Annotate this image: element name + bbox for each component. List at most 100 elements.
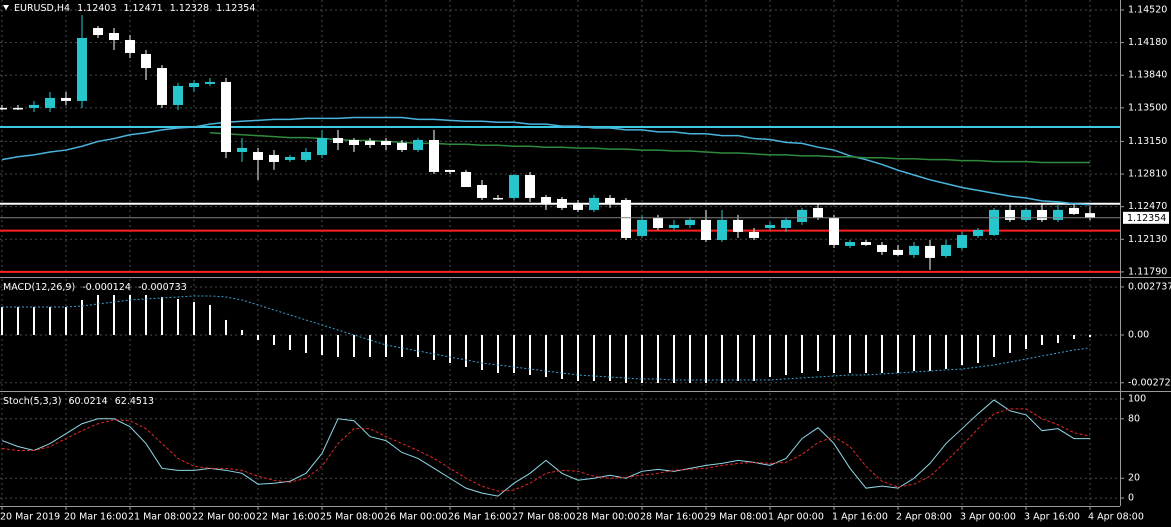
y-tick-label: 1.14180: [1128, 37, 1167, 48]
candle-body: [493, 197, 503, 200]
macd-bar: [577, 334, 579, 381]
candle-body: [781, 219, 791, 228]
candle-body: [269, 154, 279, 162]
x-tick-label: 28 Mar 00:00: [576, 512, 639, 523]
macd-title: MACD(12,26,9): [3, 282, 75, 293]
candle-body: [941, 244, 951, 257]
candle-body: [301, 151, 311, 160]
y-tick-label: 0.002737: [1128, 281, 1171, 292]
bid-label-box: [1123, 211, 1169, 224]
candle-body: [333, 137, 343, 143]
macd-bar: [801, 334, 803, 373]
macd-bar: [945, 334, 947, 369]
macd-bar: [545, 334, 547, 377]
macd-bar: [449, 334, 451, 363]
symbol: EURUSD,H4: [14, 3, 70, 14]
y-tick-label: 1.12470: [1128, 201, 1167, 212]
candle-body: [61, 97, 71, 101]
macd-bar: [497, 334, 499, 373]
candle-body: [349, 139, 359, 145]
macd-bar: [97, 294, 99, 335]
macd-bar: [289, 334, 291, 350]
x-tick-label: 21 Mar 08:00: [128, 512, 191, 523]
candle-body: [397, 142, 407, 150]
y-tick-label: 1.14520: [1128, 4, 1167, 15]
candle-body: [733, 219, 743, 232]
candle-body: [205, 81, 215, 84]
candle-body: [1037, 209, 1047, 220]
candle-body: [925, 245, 935, 258]
x-tick-label: 28 Mar 16:00: [640, 512, 703, 523]
macd-bar: [881, 334, 883, 373]
x-tick-label: 3 Apr 00:00: [960, 512, 1016, 523]
macd-bar: [369, 334, 371, 357]
macd-bar: [817, 334, 819, 371]
candle-body: [461, 171, 471, 188]
candle-body: [429, 139, 439, 172]
candle-body: [253, 151, 263, 160]
menu-icon: [3, 5, 9, 10]
candle-body: [749, 231, 759, 238]
candle-body: [589, 197, 599, 210]
macd-bar: [193, 301, 195, 335]
macd-bar: [1009, 334, 1011, 353]
candle-body: [125, 40, 135, 53]
candle-body: [445, 169, 455, 172]
x-tick-label: 25 Mar 08:00: [320, 512, 383, 523]
macd-bar: [849, 334, 851, 373]
x-tick-label: 4 Apr 08:00: [1088, 512, 1144, 523]
candle-body: [157, 68, 167, 105]
macd-bar: [689, 334, 691, 383]
candle-body: [573, 203, 583, 210]
candle-body: [173, 85, 183, 105]
candle-body: [669, 225, 679, 228]
macd-bar: [1025, 334, 1027, 349]
macd-bar: [321, 334, 323, 355]
macd-bar: [337, 334, 339, 357]
macd-bar: [177, 298, 179, 335]
y-tick-label: 1.13150: [1128, 136, 1167, 147]
candle-body: [477, 184, 487, 198]
macd-bar: [769, 334, 771, 377]
stoch-title: Stoch(5,3,3): [3, 396, 61, 407]
candle-body: [541, 196, 551, 203]
y-tick-label: -0.002723: [1128, 377, 1171, 388]
open-value: 1.12403: [77, 3, 116, 14]
y-tick-label: 1.13500: [1128, 102, 1167, 113]
macd-bar: [897, 334, 899, 373]
macd-bar: [785, 334, 787, 375]
close-value: 1.12354: [216, 3, 255, 14]
macd-bar: [65, 306, 67, 335]
macd-bar: [977, 334, 979, 363]
macd-bar: [833, 334, 835, 373]
macd-bar: [1073, 334, 1075, 339]
candle-body: [1085, 213, 1095, 218]
candle-body: [685, 219, 695, 226]
low-value: 1.12328: [170, 3, 209, 14]
x-tick-label: 27 Mar 08:00: [512, 512, 575, 523]
candle-body: [605, 197, 615, 204]
macd-bar: [641, 334, 643, 383]
candle-body: [509, 175, 519, 198]
x-tick-label: 22 Mar 00:00: [192, 512, 255, 523]
macd-bar: [145, 294, 147, 335]
macd-bar: [241, 329, 243, 335]
macd-bar: [465, 334, 467, 367]
candle-body: [845, 241, 855, 246]
y-tick-label: 20: [1128, 473, 1140, 484]
stoch-main-value: 60.0214: [68, 396, 107, 407]
x-tick-label: 2 Apr 08:00: [896, 512, 952, 523]
candle-body: [1069, 207, 1079, 214]
macd-bar: [1, 306, 3, 335]
candle-body: [909, 245, 919, 255]
macd-bar: [113, 294, 115, 335]
x-tick-label: 20 Mar 2019: [0, 512, 60, 523]
candle-body: [285, 156, 295, 160]
candle-body: [365, 140, 375, 145]
candle-body: [653, 218, 663, 228]
y-tick-label: 0.00: [1128, 329, 1149, 340]
y-tick-label: 80: [1128, 413, 1140, 424]
macd-bar: [753, 334, 755, 381]
x-tick-label: 1 Apr 16:00: [832, 512, 888, 523]
